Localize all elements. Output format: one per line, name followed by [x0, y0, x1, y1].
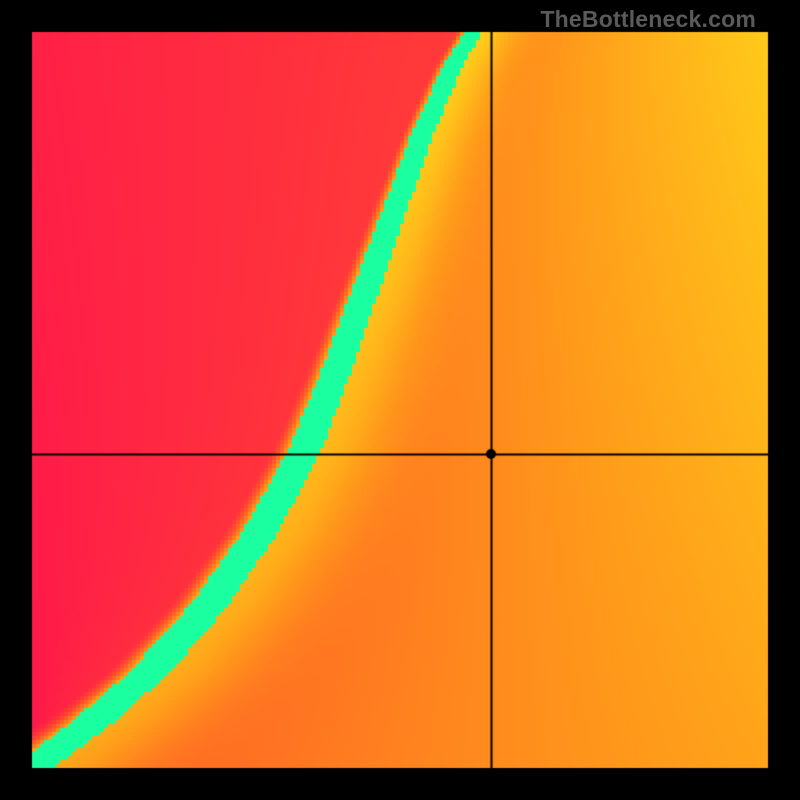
heatmap-canvas: [0, 0, 800, 800]
watermark-text: TheBottleneck.com: [540, 6, 756, 33]
chart-container: TheBottleneck.com: [0, 0, 800, 800]
